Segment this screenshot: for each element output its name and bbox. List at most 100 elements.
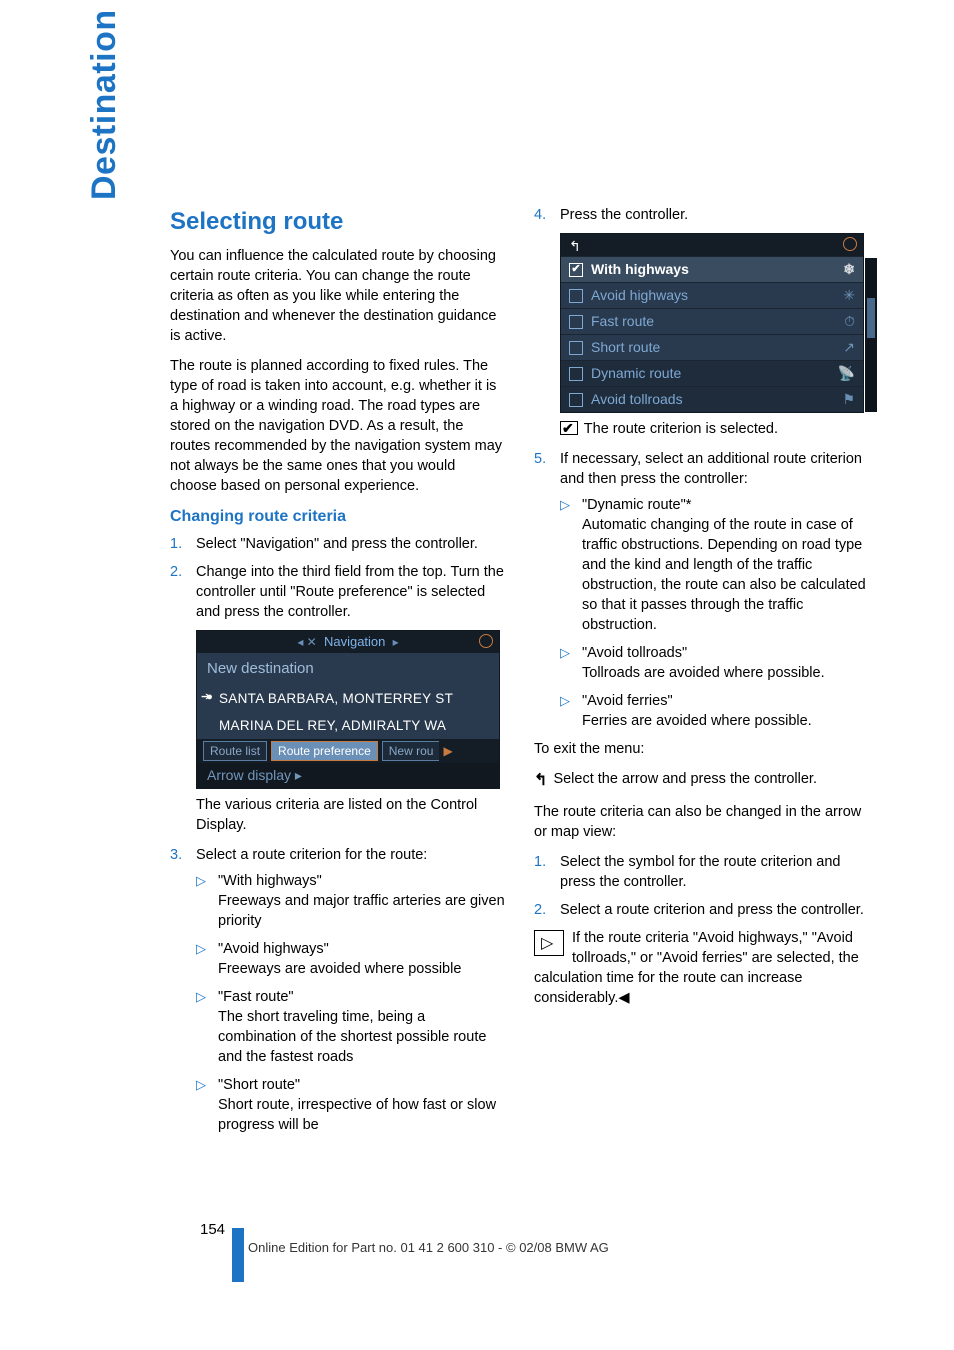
- opt-quote: "Short route": [218, 1077, 300, 1093]
- nav2-opt-avoid-tollroads: Avoid tollroads ⚑: [561, 386, 863, 412]
- opt-label: With highways: [591, 260, 689, 279]
- opt-with-highways: "With highways" Freeways and major traff…: [196, 871, 506, 931]
- left-arrow-icon: ◂ ✕: [297, 634, 316, 651]
- opt-desc: The short traveling time, being a combin…: [218, 1007, 506, 1067]
- nav1-tab-newroute: New rou: [382, 741, 440, 762]
- heading-selecting-route: Selecting route: [170, 205, 506, 238]
- opt-dynamic: "Dynamic route"* Automatic changing of t…: [560, 495, 870, 635]
- tip-icon: [534, 930, 564, 956]
- opt-desc: Freeways are avoided where possible: [218, 959, 506, 979]
- scrollbar-thumb: [867, 298, 875, 338]
- checkbox-icon: [569, 263, 583, 277]
- opt-quote: "Fast route": [218, 989, 294, 1005]
- step-5-list: 5. If necessary, select an additional ro…: [534, 449, 870, 731]
- left-column: Selecting route You can influence the ca…: [170, 205, 506, 1143]
- step-num: 1.: [534, 852, 546, 872]
- sidebar-section-title: Destination entry: [85, 0, 124, 200]
- opt-label: Avoid highways: [591, 286, 688, 305]
- step-num: 5.: [534, 449, 546, 469]
- toll-icon: ⚑: [842, 390, 855, 409]
- nav1-address-2: MARINA DEL REY, ADMIRALTY WA: [197, 713, 499, 740]
- alt-step-2: 2. Select a route criterion and press th…: [534, 900, 870, 920]
- opt-label: Short route: [591, 338, 660, 357]
- back-arrow-icon: ↰: [569, 237, 581, 256]
- opt-short-route: "Short route" Short route, irrespective …: [196, 1075, 506, 1135]
- step-4: 4. Press the controller.: [534, 205, 870, 225]
- alt-step-1: 1. Select the symbol for the route crite…: [534, 852, 870, 892]
- after-shot1-text: The various criteria are listed on the C…: [170, 795, 506, 835]
- opt-avoid-ferries: "Avoid ferries" Ferries are avoided wher…: [560, 691, 870, 731]
- page: Destination entry Selecting route You ca…: [0, 0, 954, 1350]
- alt-step-text: Select the symbol for the route criterio…: [560, 854, 840, 890]
- step-3-list: 3. Select a route criterion for the rout…: [170, 845, 506, 1135]
- page-number: 154: [200, 1221, 225, 1238]
- right-arrow-icon: ▸: [393, 634, 399, 651]
- clock-icon: [479, 634, 493, 648]
- step-1: 1. Select "Navigation" and press the con…: [170, 534, 506, 554]
- footer-accent-bar: [232, 1228, 244, 1282]
- step-5: 5. If necessary, select an additional ro…: [534, 449, 870, 731]
- step-3-options: "With highways" Freeways and major traff…: [196, 871, 506, 1135]
- nav1-topbar: ◂ ✕ Navigation ▸: [197, 631, 499, 653]
- after-shot2-text: The route criterion is selected.: [584, 421, 778, 437]
- intro-para-2: The route is planned according to fixed …: [170, 356, 506, 496]
- nav2-opt-dynamic-route: Dynamic route 📡: [561, 360, 863, 386]
- heading-changing-criteria: Changing route criteria: [170, 506, 506, 528]
- opt-desc: Ferries are avoided where possible.: [582, 711, 870, 731]
- opt-desc: Tollroads are avoided where possible.: [582, 663, 870, 683]
- nav1-new-destination: New destination: [197, 653, 499, 686]
- avoid-highway-icon: ✳: [843, 286, 855, 305]
- nav1-address-1: SANTA BARBARA, MONTERREY ST: [197, 686, 499, 713]
- alt-steps: 1. Select the symbol for the route crite…: [534, 852, 870, 920]
- step-text: Change into the third field from the top…: [196, 564, 504, 620]
- footer-copyright: Online Edition for Part no. 01 41 2 600 …: [248, 1240, 609, 1255]
- right-column: 4. Press the controller. ↰ With highways…: [534, 205, 870, 1143]
- exit-action: ↰ Select the arrow and press the control…: [534, 769, 870, 792]
- nav1-tab-routepref: Route preference: [271, 741, 378, 762]
- opt-quote: "Avoid ferries": [582, 693, 673, 709]
- step-text: Select "Navigation" and press the contro…: [196, 536, 478, 552]
- opt-quote: "Avoid tollroads": [582, 645, 687, 661]
- exit-lead: To exit the menu:: [534, 739, 870, 759]
- checkbox-icon: [569, 393, 583, 407]
- stopwatch-icon: ⏱: [844, 312, 855, 331]
- scrollbar: [865, 258, 877, 412]
- intro-para-1: You can influence the calculated route b…: [170, 246, 506, 346]
- dynamic-icon: 📡: [838, 364, 855, 383]
- scroll-right-icon: ▶: [443, 743, 452, 760]
- step-num: 2.: [170, 562, 182, 582]
- nav1-tab-routelist: Route list: [203, 741, 267, 762]
- step-5-options: "Dynamic route"* Automatic changing of t…: [560, 495, 870, 731]
- checkbox-checked-icon: [560, 421, 578, 435]
- steps-list: 1. Select "Navigation" and press the con…: [170, 534, 506, 622]
- step-num: 3.: [170, 845, 182, 865]
- checkbox-icon: [569, 289, 583, 303]
- checkbox-icon: [569, 315, 583, 329]
- alt-info: The route criteria can also be changed i…: [534, 802, 870, 842]
- nav1-tabs: Route list Route preference New rou ▶: [197, 739, 499, 763]
- nav1-title: Navigation: [324, 633, 385, 651]
- nav2-opt-short-route: Short route ↗: [561, 334, 863, 360]
- nav2-opt-fast-route: Fast route ⏱: [561, 308, 863, 334]
- opt-desc: Freeways and major traffic arteries are …: [218, 891, 506, 931]
- content-columns: Selecting route You can influence the ca…: [170, 205, 870, 1143]
- step-4-list: 4. Press the controller.: [534, 205, 870, 225]
- opt-desc: Short route, irrespective of how fast or…: [218, 1095, 506, 1135]
- opt-label: Fast route: [591, 312, 654, 331]
- opt-quote: "With highways": [218, 873, 322, 889]
- nav-screenshot-1: ◂ ✕ Navigation ▸ New destination SANTA B…: [196, 630, 500, 789]
- opt-avoid-highways: "Avoid highways" Freeways are avoided wh…: [196, 939, 506, 979]
- clock-icon: [843, 237, 857, 251]
- tip-text: If the route criteria "Avoid highways," …: [534, 930, 859, 1006]
- opt-label: Dynamic route: [591, 364, 681, 383]
- checkbox-icon: [569, 367, 583, 381]
- step-2: 2. Change into the third field from the …: [170, 562, 506, 622]
- step-5-lead: If necessary, select an additional route…: [560, 451, 862, 487]
- after-shot2: The route criterion is selected.: [534, 419, 870, 439]
- step-num: 2.: [534, 900, 546, 920]
- opt-desc: Automatic changing of the route in case …: [582, 515, 870, 635]
- opt-quote: "Avoid highways": [218, 941, 329, 957]
- nav2-opt-with-highways: With highways ❄: [561, 256, 863, 282]
- nav-screenshot-2: ↰ With highways ❄ Avoid highways ✳ Fast …: [560, 233, 864, 413]
- nav1-arrow-display: Arrow display ▸: [197, 763, 499, 788]
